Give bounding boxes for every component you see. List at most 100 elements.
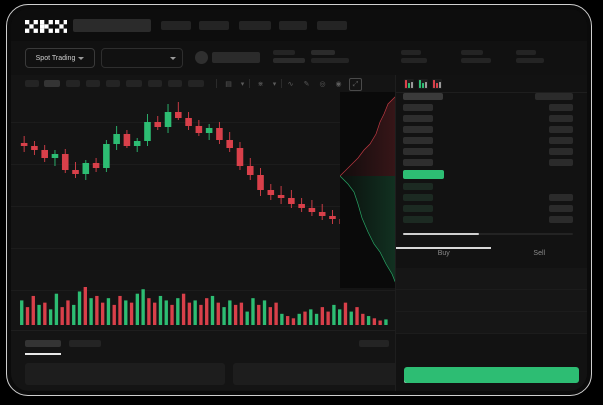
okx-logo[interactable] [25, 20, 67, 33]
bottom-tab-open-orders[interactable] [25, 340, 61, 347]
orderbook-bid-row-0[interactable] [396, 183, 587, 190]
volume-bar [239, 302, 244, 325]
volume-bar [320, 307, 325, 325]
bottom-tab-order-history[interactable] [69, 340, 101, 347]
candle-body [41, 150, 48, 158]
nav-item-4[interactable] [279, 21, 307, 30]
search-input[interactable] [73, 19, 151, 32]
timeframe-button-4[interactable] [86, 80, 100, 87]
stat-high [311, 50, 349, 63]
orderbook-amount [549, 216, 573, 223]
candle-type-icon[interactable]: ▤ [225, 80, 232, 88]
orderbook-view-both-icon[interactable] [404, 79, 414, 89]
candle-type-chevron-icon[interactable]: ▾ [240, 80, 245, 88]
volume-bar [37, 304, 41, 325]
orderbook-amount [549, 205, 573, 212]
timeframe-button-1[interactable] [25, 80, 39, 87]
pencil-icon[interactable]: ✎ [303, 80, 310, 88]
volume-bar [118, 295, 122, 325]
wave-icon[interactable]: ∿ [287, 80, 294, 88]
nav-item-1[interactable] [161, 21, 191, 30]
timeframe-button-2-active[interactable] [44, 80, 60, 87]
volume-bar [158, 295, 163, 325]
price-chart-area[interactable] [11, 92, 396, 331]
trading-pair-select[interactable] [101, 48, 183, 68]
orderbook-bid-row-2[interactable] [396, 205, 587, 212]
fullscreen-icon[interactable]: ⤢ [349, 78, 362, 91]
candle-body [298, 204, 305, 208]
candle-body [288, 198, 295, 204]
nav-item-5[interactable] [317, 21, 347, 30]
volume-bar [349, 311, 353, 325]
candle-body [123, 134, 131, 146]
order-field-row-3[interactable] [396, 312, 587, 334]
orderbook-header-row[interactable] [396, 93, 587, 100]
stat-change [273, 50, 305, 63]
nav-item-2[interactable] [199, 21, 229, 30]
orderbook-rows[interactable] [396, 93, 587, 230]
candle-body [164, 112, 172, 127]
volume-bar [141, 289, 145, 325]
bottom-action-1[interactable] [359, 340, 389, 347]
timeframe-button-5[interactable] [106, 80, 120, 87]
candle-body [318, 212, 326, 216]
volume-bar [361, 313, 365, 325]
orderbook-bid-row-3[interactable] [396, 216, 587, 223]
candle-body [72, 170, 79, 174]
volume-bar [89, 298, 93, 325]
orderbook-ask-row-3[interactable] [396, 137, 587, 144]
orderbook-bid-row-1[interactable] [396, 194, 587, 201]
order-field-row-1[interactable] [396, 268, 587, 290]
volume-bar [280, 313, 284, 325]
tab-buy[interactable]: Buy [437, 250, 450, 257]
volume-bar [291, 318, 296, 325]
orderbook-ask-row-0[interactable] [396, 104, 587, 111]
orderbook-view-asks-icon[interactable] [432, 79, 442, 89]
settings-gear-icon[interactable]: ◉ [335, 80, 342, 88]
orderbook-view-bids-icon[interactable] [418, 79, 428, 89]
orderbook-ask-row-5[interactable] [396, 159, 587, 166]
candle-body [144, 122, 151, 141]
timeframe-button-8[interactable] [168, 80, 182, 87]
nav-item-3[interactable] [239, 21, 271, 30]
orderbook-scroll-thumb[interactable] [403, 233, 479, 235]
candle-body [308, 208, 316, 212]
orderbook-price [403, 104, 433, 111]
volume-bar [297, 313, 301, 325]
candle-body [133, 141, 141, 146]
candlestick-series [20, 102, 388, 250]
instrument-header-bar: Spot Trading [11, 41, 587, 75]
candle-body [82, 163, 90, 174]
volume-bar [170, 304, 174, 325]
timeframe-button-7[interactable] [148, 80, 162, 87]
timeframe-button-9[interactable] [188, 80, 204, 87]
submit-order-button[interactable] [404, 367, 579, 383]
chart-gridlines [11, 92, 396, 331]
volume-bar [193, 300, 197, 325]
orderbook-ask-row-2[interactable] [396, 126, 587, 133]
volume-bar [124, 300, 128, 325]
volume-bar [54, 293, 59, 325]
volume-bar [338, 309, 342, 325]
candle-body [20, 143, 28, 146]
timeframe-button-6[interactable] [126, 80, 142, 87]
volume-bar [43, 302, 47, 325]
candle-body [154, 122, 162, 127]
camera-icon[interactable]: ◎ [319, 80, 326, 88]
trading-mode-select[interactable]: Spot Trading [25, 48, 95, 68]
candle-body [226, 140, 233, 148]
orderbook-ask-row-4[interactable] [396, 148, 587, 155]
tab-sell[interactable]: Sell [533, 250, 546, 257]
timeframe-button-3[interactable] [66, 80, 80, 87]
orderbook-price [403, 126, 433, 133]
indicators-icon[interactable]: ⋇ [257, 80, 264, 88]
candle-body [267, 190, 275, 195]
volume-series [20, 287, 388, 325]
order-field-row-2[interactable] [396, 290, 587, 312]
orderbook-scroll-track[interactable] [403, 233, 573, 235]
volume-bar [372, 318, 377, 325]
orderbook-amount [549, 137, 573, 144]
indicators-chevron-icon[interactable]: ▾ [272, 80, 277, 88]
volume-bar [268, 307, 272, 325]
orderbook-ask-row-1[interactable] [396, 115, 587, 122]
